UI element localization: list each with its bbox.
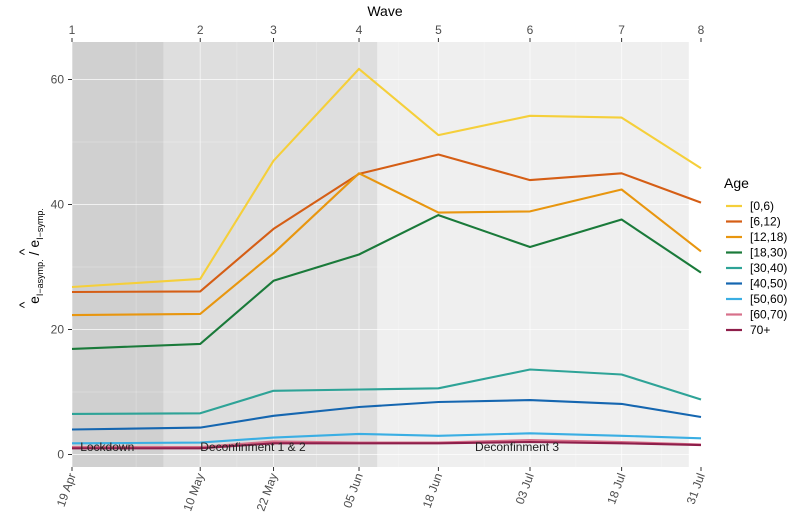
y-axis-title-text: eI−asymp. / eI−symp. [26,208,45,304]
series-line [71,432,702,445]
series-line [71,153,702,294]
phase-label: Deconfinment 1 & 2 [200,440,306,454]
legend-label: [50,60) [750,292,787,306]
y-label-hat: ^ [16,248,32,255]
phase-label: Lockdown [80,440,134,454]
x-tick-label: 19 Apr [54,471,79,508]
series-line [71,368,702,415]
legend-label: [60,70) [750,308,787,322]
x-tick-label: 05 Jun [340,471,365,510]
legend-label: 70+ [750,323,770,337]
wave-tick-label: 4 [356,23,363,37]
wave-tick-label: 7 [618,23,625,37]
x-tick-label: 18 Jun [420,471,445,510]
y-axis-title: eI−asymp. / eI−symp.^^ [16,208,45,308]
phase-labels: Lockdown Deconfinment 1 & 2 Deconfinment 3 [80,440,559,454]
series-line [71,172,702,317]
wave-tick-label: 8 [698,23,705,37]
legend-label: [6,12) [750,215,781,229]
phase-label: Deconfinment 3 [475,440,559,454]
y-label-separator: / [26,248,42,260]
legend-label: [0,6) [750,199,774,213]
legend-label: [12,18) [750,230,787,244]
legend-title: Age [724,175,749,191]
x-tick-label: 03 Jul [513,471,537,506]
y-label-denominator-sub: I−symp. [35,208,45,240]
y-label-main: e [26,296,42,304]
y-label-numerator-sub: I−asymp. [35,259,45,296]
legend: Age[0,6) [6,12)[12,18) [18,30)[30,40) [40,5… [724,175,787,337]
y-tick-label: 40 [51,198,65,212]
x-tick-label: 18 Jul [604,471,628,506]
legend-label: [18,30) [750,246,787,260]
legend-label: [40,50) [750,277,787,291]
y-label-main: e [26,240,42,248]
series-line [72,440,702,450]
y-tick-label: 0 [57,448,64,462]
top-axis-title: Wave [367,3,402,19]
x-tick-label: 22 May [254,471,281,513]
legend-label: [30,40) [750,261,787,275]
y-axis-title-group: eI−asymp. / eI−symp.^^ [16,208,45,308]
top-wave-axis: 1 2 3 4 5 6 7 8 [69,23,705,42]
grid-lines [71,42,702,467]
wave-tick-label: 2 [197,23,204,37]
x-tick-label: 31 Jul [684,471,708,506]
y-axis: 0 20 40 60 [51,73,72,462]
wave-tick-label: 3 [270,23,277,37]
series-line [71,214,702,350]
wave-tick-label: 6 [527,23,534,37]
x-tick-label: 10 May [180,471,207,513]
phase-band [377,42,689,467]
phase-band [72,42,164,467]
series-line [71,399,702,431]
y-tick-label: 20 [51,323,65,337]
y-tick-label: 60 [51,73,65,87]
series-line [71,67,702,289]
wave-tick-label: 1 [69,23,76,37]
series-lines [71,67,702,450]
y-label-hat: ^ [16,301,32,308]
wave-tick-label: 5 [435,23,442,37]
x-axis: 19 Apr 10 May 22 May 05 Jun 18 Jun 03 Jul 18 J… [54,467,708,513]
